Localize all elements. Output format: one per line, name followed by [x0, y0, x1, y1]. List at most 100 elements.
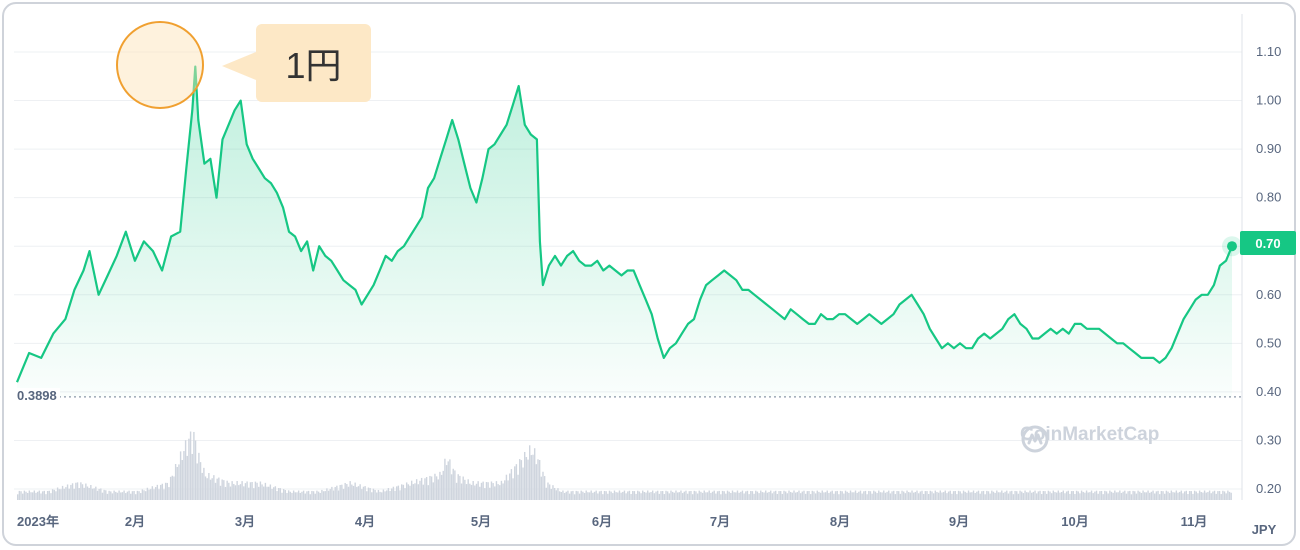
volume-bar	[806, 491, 808, 500]
x-tick-label: 4月	[355, 514, 375, 529]
volume-bar	[1205, 492, 1207, 500]
volume-bar	[306, 491, 308, 500]
volume-bar	[460, 483, 463, 500]
volume-bar	[1217, 491, 1219, 500]
volume-bar	[1090, 490, 1093, 500]
volume-bar	[1067, 490, 1069, 500]
volume-bar	[1080, 490, 1083, 500]
volume-bar	[967, 490, 970, 500]
volume-bar	[715, 493, 717, 500]
volume-bar	[208, 472, 210, 500]
volume-bar	[701, 492, 704, 500]
volume-bar	[336, 485, 338, 500]
volume-bar	[281, 492, 283, 500]
volume-bar	[234, 485, 237, 500]
volume-bar	[58, 489, 60, 500]
volume-bar	[550, 488, 553, 500]
volume-bar	[593, 491, 596, 500]
volume-bar	[1220, 494, 1222, 500]
volume-bar	[258, 486, 260, 500]
volume-bar	[888, 490, 890, 500]
volume-bar	[311, 490, 313, 500]
volume-bar	[906, 490, 908, 500]
volume-bar	[492, 483, 494, 500]
volume-bar	[558, 491, 561, 500]
volume-bar	[507, 480, 509, 500]
volume-bar	[449, 459, 451, 500]
volume-bar	[144, 491, 147, 500]
volume-bar	[1115, 492, 1118, 500]
volume-bar	[957, 490, 960, 500]
volume-bar	[575, 490, 577, 500]
volume-bar	[371, 492, 373, 500]
volume-bar	[819, 492, 822, 500]
volume-bar	[95, 486, 97, 500]
volume-bar	[1150, 491, 1153, 500]
x-tick-label: 2023年	[17, 514, 59, 529]
volume-bar	[186, 455, 188, 500]
volume-bar	[462, 476, 464, 500]
volume-bar	[387, 488, 390, 500]
volume-bar	[919, 491, 922, 500]
volume-bar	[500, 480, 503, 500]
volume-bar	[1192, 493, 1194, 500]
volume-bar	[675, 490, 677, 500]
annotation-callout: 1円	[256, 24, 371, 102]
volume-bar	[76, 482, 79, 500]
volume-bar	[685, 490, 687, 500]
volume-bar	[836, 490, 838, 500]
volume-bar	[567, 490, 569, 500]
volume-bar	[1117, 492, 1119, 500]
volume-bar	[1001, 490, 1003, 500]
volume-bar	[532, 454, 534, 500]
volume-bar	[1188, 491, 1191, 500]
volume-bar	[282, 489, 285, 500]
volume-bar	[510, 469, 513, 500]
volume-bar	[48, 490, 50, 500]
volume-bar	[229, 486, 232, 500]
volume-bar	[504, 480, 506, 500]
y-tick-label: 1.10	[1256, 44, 1281, 59]
volume-bar	[196, 463, 198, 500]
volume-bar	[236, 481, 238, 500]
volume-bar	[1007, 493, 1010, 500]
volume-bar	[808, 491, 810, 500]
volume-bar	[153, 489, 155, 500]
volume-bar	[901, 490, 903, 500]
volume-bar	[269, 484, 272, 500]
volume-bar	[861, 493, 863, 500]
volume-bar	[419, 480, 421, 500]
volume-bar	[219, 485, 222, 500]
volume-bar	[927, 493, 930, 500]
volume-bar	[1100, 490, 1103, 500]
volume-bar	[1084, 492, 1086, 500]
volume-bar	[755, 490, 757, 500]
volume-bar	[294, 492, 297, 500]
volume-bar	[344, 482, 346, 500]
volume-bar	[115, 491, 117, 500]
volume-bar	[475, 483, 478, 500]
volume-bar	[886, 491, 888, 500]
volume-bar	[362, 486, 365, 500]
volume-bar	[926, 491, 928, 500]
volume-bar	[773, 491, 775, 500]
volume-bar	[602, 494, 604, 500]
volume-bar	[996, 490, 998, 500]
volume-bar	[663, 494, 666, 500]
volume-bar	[921, 490, 923, 500]
volume-bar	[341, 484, 343, 500]
price-area	[17, 66, 1232, 397]
volume-bar	[838, 494, 840, 500]
volume-bar	[18, 490, 21, 500]
volume-bar	[126, 491, 129, 500]
volume-bar	[972, 490, 975, 500]
volume-bar	[1011, 490, 1013, 500]
volume-bar	[489, 487, 491, 500]
volume-bar	[316, 490, 318, 500]
current-price-badge: 0.70	[1240, 231, 1296, 255]
volume-bar	[432, 482, 434, 500]
volume-bar	[214, 482, 217, 500]
volume-bar	[535, 464, 538, 500]
volume-bar	[741, 490, 744, 500]
volume-bar	[429, 475, 431, 500]
